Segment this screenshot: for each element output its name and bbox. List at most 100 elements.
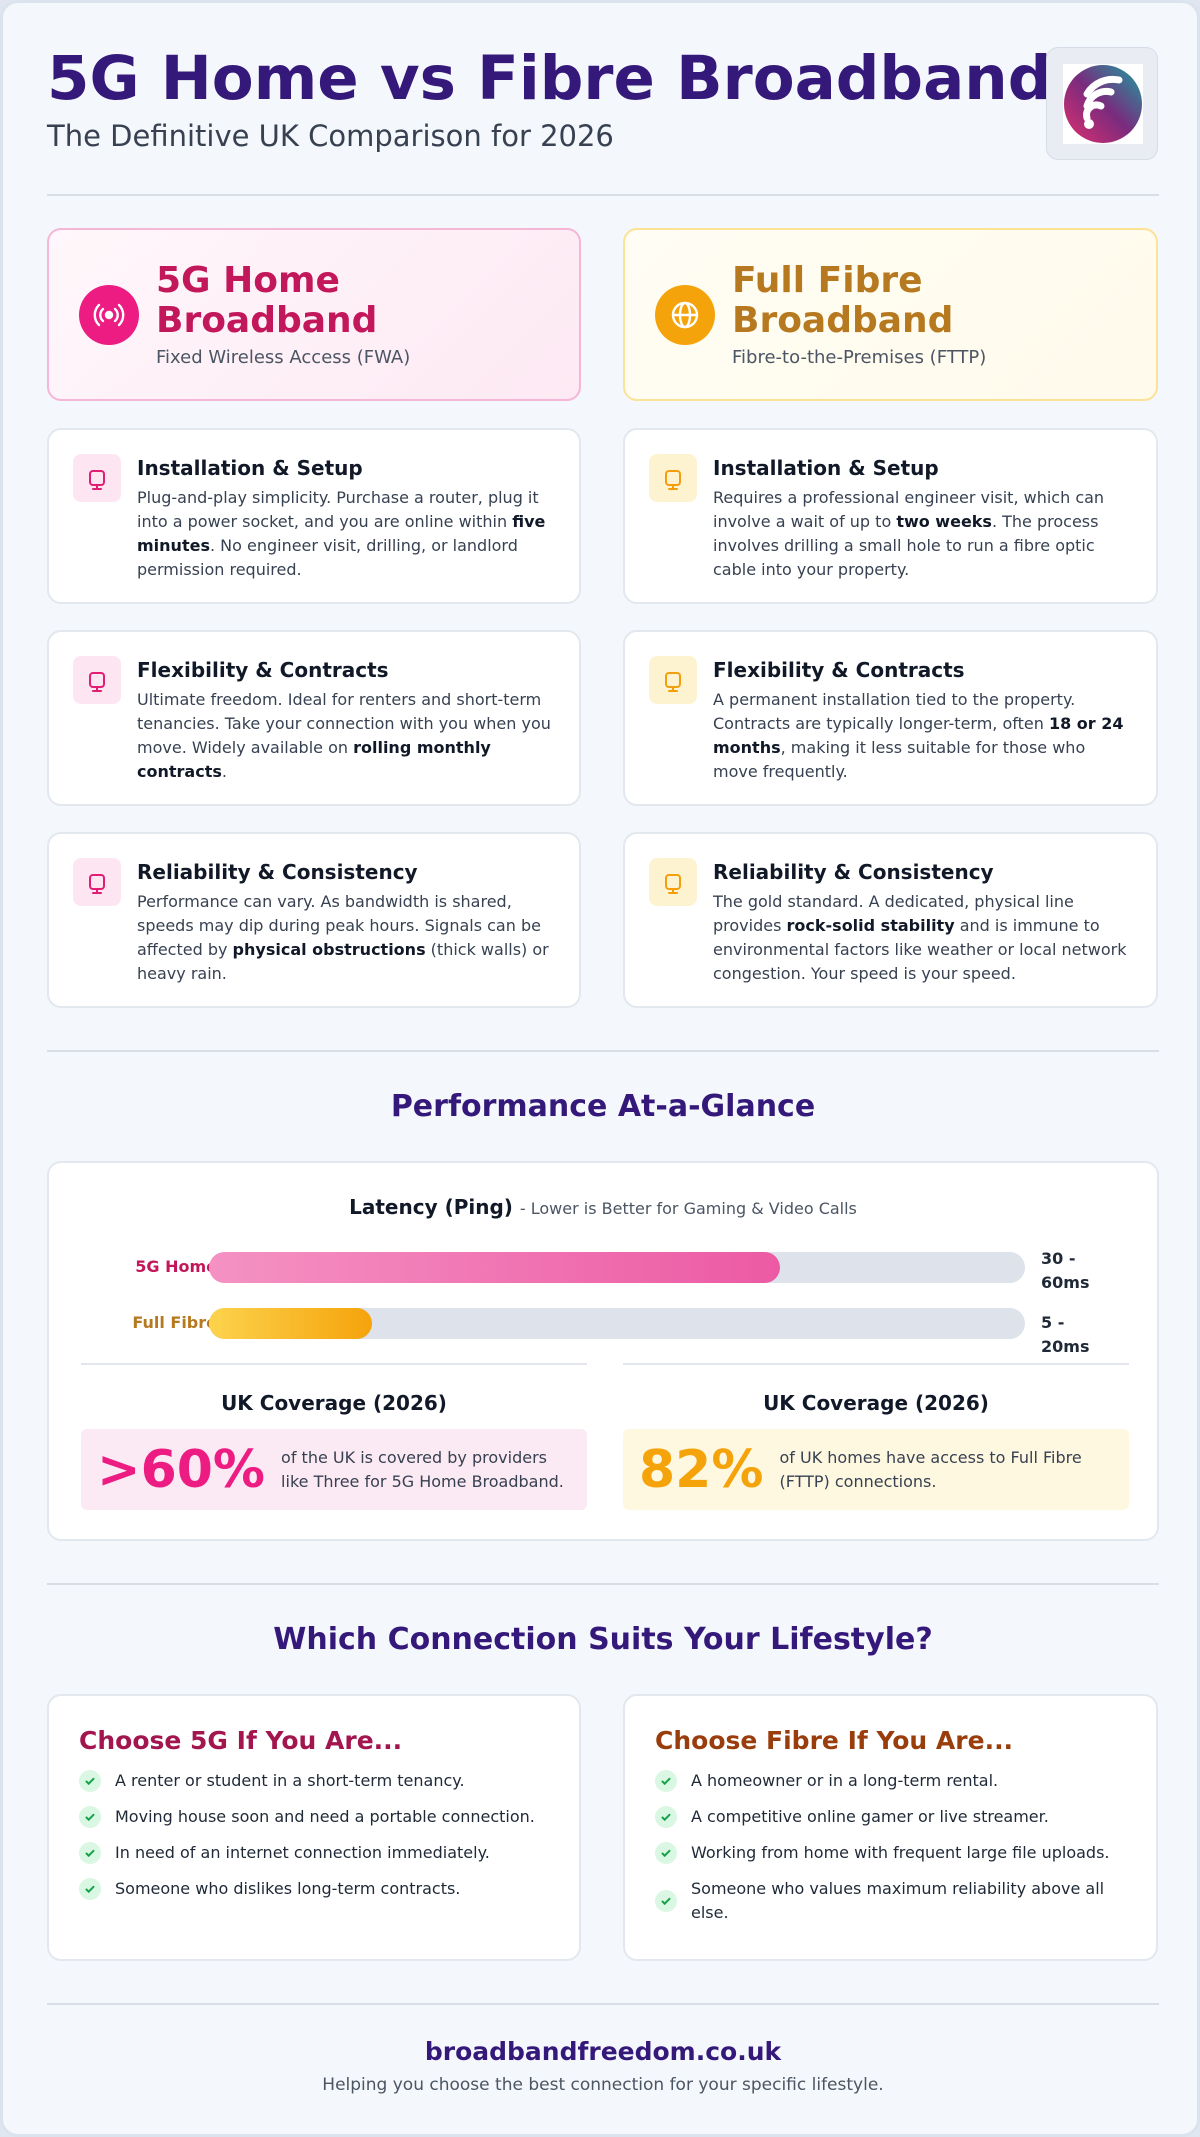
divider bbox=[47, 1050, 1159, 1052]
latency-track bbox=[209, 1308, 1025, 1339]
text-segment: Ultimate freedom. Ideal for renters and … bbox=[137, 690, 551, 757]
lifestyle-item: Someone who values maximum reliability a… bbox=[655, 1877, 1126, 1925]
item-text: Someone who dislikes long-term contracts… bbox=[115, 1879, 461, 1898]
lifestyle-item: A renter or student in a short-term tena… bbox=[79, 1769, 549, 1793]
feature-heading: Installation & Setup bbox=[713, 456, 939, 480]
divider bbox=[47, 194, 1159, 196]
latency-track bbox=[209, 1252, 1025, 1283]
lifestyle-heading: Choose Fibre If You Are... bbox=[655, 1726, 1014, 1755]
feature-icon bbox=[649, 858, 697, 906]
feature-heading: Flexibility & Contracts bbox=[713, 658, 965, 682]
coverage-figure: 82% bbox=[639, 1439, 764, 1500]
section-title: Which Connection Suits Your Lifestyle? bbox=[273, 1622, 933, 1657]
lifestyle-list: A homeowner or in a long-term rental. A c… bbox=[655, 1769, 1126, 1925]
text-segment: The gold standard. A dedicated, physical… bbox=[713, 892, 1074, 935]
coverage-block: UK Coverage (2026) 82% of UK homes have ac… bbox=[623, 1363, 1129, 1510]
emphasis: physical obstructions bbox=[232, 940, 426, 959]
emphasis: two weeks bbox=[896, 512, 992, 531]
latency-bar bbox=[209, 1252, 781, 1283]
check-icon bbox=[79, 1842, 101, 1864]
latency-name: Full Fibre bbox=[132, 1313, 217, 1332]
latency-name: 5G Home bbox=[135, 1257, 217, 1276]
emphasis: 18 or 24 months bbox=[713, 714, 1124, 757]
lifestyle-item: In need of an internet connection immedi… bbox=[79, 1841, 549, 1865]
check-icon bbox=[79, 1770, 101, 1792]
feature-card: Flexibility & Contracts Ultimate freedom.… bbox=[47, 630, 581, 806]
feature-card: Installation & Setup Plug-and-play simpli… bbox=[47, 428, 581, 604]
latency-value: 5 - 20ms bbox=[1041, 1313, 1090, 1356]
performance-card: Latency (Ping) - Lower is Better for Gam… bbox=[47, 1161, 1159, 1541]
check-icon bbox=[79, 1878, 101, 1900]
latency-row: 5G Home 30 - 60ms bbox=[49, 1247, 1157, 1292]
coverage-box: >60% of the UK is covered by providers li… bbox=[81, 1429, 587, 1510]
feature-text: Requires a professional engineer visit, … bbox=[713, 486, 1134, 582]
header-icon bbox=[79, 284, 139, 345]
page-subtitle: The Definitive UK Comparison for 2026 bbox=[47, 119, 614, 153]
header-icon bbox=[655, 284, 715, 345]
item-text: In need of an internet connection immedi… bbox=[115, 1843, 490, 1862]
emphasis: five minutes bbox=[137, 512, 546, 555]
feature-icon bbox=[73, 656, 121, 704]
coverage-text: of UK homes have access to Full Fibre (F… bbox=[779, 1447, 1082, 1491]
text-segment: and is immune to environmental factors l… bbox=[713, 916, 1127, 983]
lifestyle-list: A renter or student in a short-term tena… bbox=[79, 1769, 549, 1901]
lifestyle-card: Choose Fibre If You Are... A homeowner or… bbox=[623, 1694, 1158, 1961]
feature-card: Installation & Setup Requires a professio… bbox=[623, 428, 1158, 604]
feature-card: Reliability & Consistency The gold standa… bbox=[623, 832, 1158, 1008]
item-text: A renter or student in a short-term tena… bbox=[115, 1771, 465, 1790]
check-icon bbox=[655, 1806, 677, 1828]
footer-site: broadbandfreedom.co.uk bbox=[424, 2037, 782, 2066]
feature-heading: Installation & Setup bbox=[137, 456, 363, 480]
feature-icon bbox=[649, 656, 697, 704]
check-icon bbox=[655, 1890, 677, 1912]
coverage-title: UK Coverage (2026) bbox=[221, 1391, 447, 1415]
coverage-title: UK Coverage (2026) bbox=[763, 1391, 989, 1415]
column-subtitle: Fixed Wireless Access (FWA) bbox=[156, 347, 411, 368]
text-segment: Requires a professional engineer visit, … bbox=[713, 488, 1105, 531]
lifestyle-card: Choose 5G If You Are... A renter or stude… bbox=[47, 1694, 581, 1961]
coverage-box: 82% of UK homes have access to Full Fibre… bbox=[623, 1429, 1129, 1510]
feature-icon bbox=[73, 454, 121, 502]
divider bbox=[47, 2003, 1159, 2005]
column-header-card: Full Fibre Broadband Fibre-to-the-Premise… bbox=[623, 228, 1158, 401]
text-segment: A permanent installation tied to the pro… bbox=[713, 690, 1076, 733]
logo bbox=[1046, 47, 1158, 160]
feature-heading: Reliability & Consistency bbox=[713, 860, 994, 884]
latency-row: Full Fibre 5 - 20ms bbox=[49, 1303, 1157, 1356]
item-text: A homeowner or in a long-term rental. bbox=[691, 1771, 999, 1790]
check-icon bbox=[79, 1806, 101, 1828]
feature-text: The gold standard. A dedicated, physical… bbox=[713, 890, 1134, 986]
text-segment: . The process involves drilling a small … bbox=[713, 512, 1099, 579]
header-text: 5G Home Broadband Fixed Wireless Access (… bbox=[156, 261, 549, 369]
feature-text: Ultimate freedom. Ideal for renters and … bbox=[137, 688, 557, 784]
coverage-block: UK Coverage (2026) >60% of the UK is cover… bbox=[81, 1363, 587, 1510]
column-title: Full Fibre Broadband bbox=[732, 260, 954, 341]
feature-text: A permanent installation tied to the pro… bbox=[713, 688, 1134, 784]
latency-heading: Latency (Ping) - Lower is Better for Gam… bbox=[49, 1195, 1157, 1219]
header-text: Full Fibre Broadband Fibre-to-the-Premise… bbox=[732, 260, 1126, 369]
latency-label: Latency (Ping) bbox=[349, 1195, 513, 1219]
feature-heading: Flexibility & Contracts bbox=[137, 658, 389, 682]
lifestyle-heading: Choose 5G If You Are... bbox=[79, 1726, 403, 1755]
section-title: Performance At-a-Glance bbox=[390, 1089, 816, 1124]
feature-text: Plug-and-play simplicity. Purchase a rou… bbox=[137, 486, 557, 582]
emphasis: rock-solid stability bbox=[786, 916, 955, 935]
feature-card: Flexibility & Contracts A permanent insta… bbox=[623, 630, 1158, 806]
footer-tagline: Helping you choose the best connection f… bbox=[322, 2075, 884, 2095]
page-title: 5G Home vs Fibre Broadband bbox=[47, 43, 1052, 114]
coverage-text: of the UK is covered by providers like T… bbox=[281, 1447, 564, 1491]
latency-note: - Lower is Better for Gaming & Video Cal… bbox=[519, 1199, 857, 1218]
lifestyle-item: A homeowner or in a long-term rental. bbox=[655, 1769, 1126, 1793]
feature-card: Reliability & Consistency Performance can… bbox=[47, 832, 581, 1008]
lifestyle-item: A competitive online gamer or live strea… bbox=[655, 1805, 1126, 1829]
text-segment: Performance can vary. As bandwidth is sh… bbox=[137, 892, 541, 959]
feature-icon bbox=[649, 454, 697, 502]
item-text: Someone who values maximum reliability a… bbox=[691, 1879, 1105, 1922]
emphasis: rolling monthly contracts bbox=[137, 738, 491, 781]
column-header-card: 5G Home Broadband Fixed Wireless Access (… bbox=[47, 228, 581, 401]
text-segment: , making it less suitable for those who … bbox=[713, 738, 1086, 781]
text-segment: . No engineer visit, drilling, or landlo… bbox=[137, 536, 518, 579]
latency-bar bbox=[209, 1308, 373, 1339]
lifestyle-item: Working from home with frequent large fi… bbox=[655, 1841, 1126, 1865]
